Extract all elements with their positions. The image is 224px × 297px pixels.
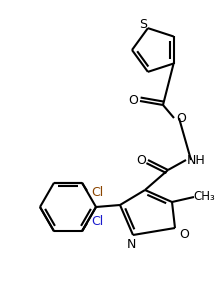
Text: Cl: Cl	[91, 215, 103, 228]
Text: NH: NH	[187, 154, 205, 167]
Text: N: N	[126, 238, 136, 250]
Text: CH₃: CH₃	[193, 190, 215, 203]
Text: O: O	[136, 154, 146, 167]
Text: O: O	[176, 111, 186, 124]
Text: O: O	[179, 228, 189, 241]
Text: S: S	[139, 18, 147, 31]
Text: O: O	[128, 94, 138, 108]
Text: Cl: Cl	[91, 186, 103, 199]
